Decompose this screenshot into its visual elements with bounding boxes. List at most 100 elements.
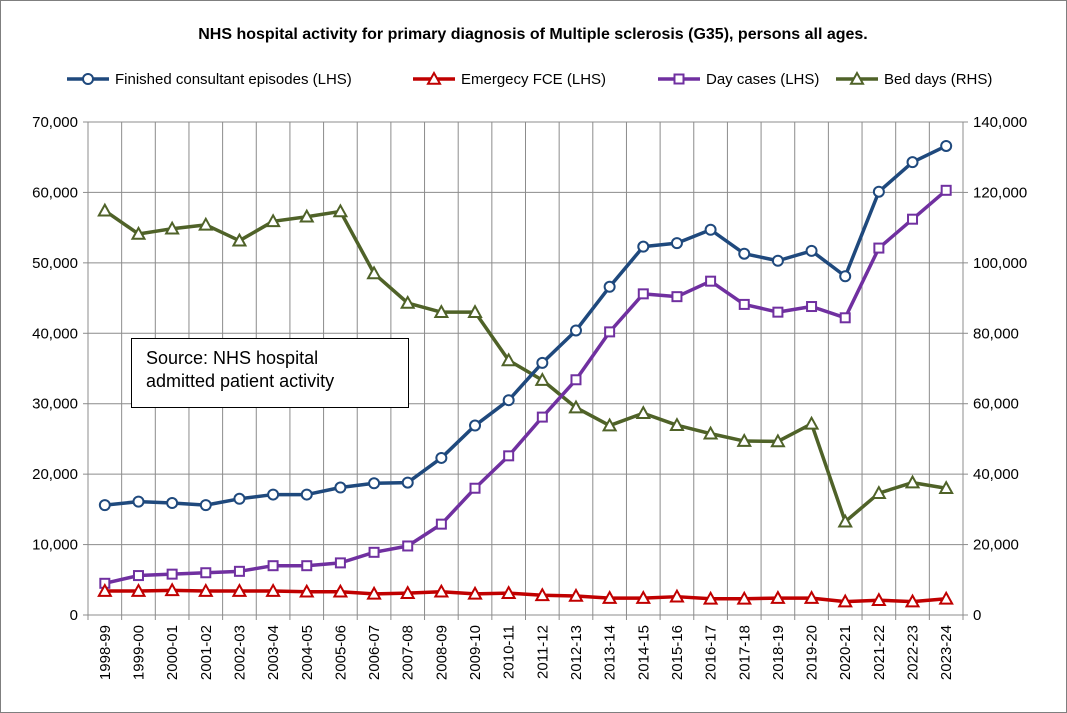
data-point [770,590,786,604]
data-point [803,415,820,430]
x-tick-label: 2000-01 [164,625,181,680]
data-point [736,432,752,447]
data-point [837,593,853,608]
data-point [435,451,448,464]
data-point [301,560,313,572]
x-tick-label: 2020-21 [837,625,854,680]
left-tick-label: 0 [70,607,78,624]
data-point [738,247,751,260]
x-tick-label: 2003-04 [265,625,282,680]
data-point [871,592,887,607]
x-tick-label: 2022-23 [905,625,922,680]
data-point [601,590,618,604]
x-tick-label: 2021-22 [871,625,888,680]
data-point [132,495,145,508]
data-point [130,225,147,240]
data-point [401,476,414,489]
data-point [938,480,954,495]
x-tick-label: 2005-06 [332,625,349,680]
x-tick-label: 2018-19 [770,625,787,680]
data-point [872,185,885,198]
source-annotation: Source: NHS hospital admitted patient ac… [131,338,409,408]
series-layer [97,139,954,608]
data-point [738,298,750,310]
data-point [366,585,382,600]
right-tick-label: 140,000 [973,114,1027,131]
data-point [906,156,919,169]
data-point [534,587,551,602]
data-point [570,374,582,386]
data-point [669,588,685,603]
left-tick-label: 70,000 [32,114,78,131]
data-point [198,216,214,231]
data-point [803,590,820,604]
source-line-2: admitted patient activity [146,371,335,391]
data-point [500,585,517,599]
data-point [839,270,852,283]
x-tick-label: 2019-20 [804,625,821,680]
data-point [907,213,919,225]
x-tick-label: 2009-10 [467,625,484,680]
data-point [940,139,953,152]
left-tick-label: 40,000 [32,325,78,342]
data-point [839,312,851,324]
data-point [368,477,381,490]
data-point [300,488,313,501]
data-point [536,411,548,423]
data-point [604,326,616,338]
data-point [704,223,717,236]
legend-label: Finished consultant episodes (LHS) [115,71,352,88]
data-point [166,568,178,580]
data-point [97,582,113,597]
x-tick-label: 2010-11 [501,625,518,679]
data-point [671,291,683,303]
right-tick-label: 40,000 [973,466,1019,483]
data-point [130,582,147,597]
series-2 [99,184,952,589]
data-point [368,546,380,558]
data-point [332,203,349,218]
data-point [332,583,349,598]
legend-label: Emergecy FCE (LHS) [461,71,606,88]
data-point [132,570,144,582]
data-point [635,590,651,604]
data-point [635,405,651,420]
chart-title: NHS hospital activity for primary diagno… [198,26,868,43]
legend-label: Bed days (RHS) [884,71,992,88]
data-point [402,540,414,552]
data-point [433,583,450,598]
legend-marker [82,73,94,85]
data-point [233,565,245,577]
data-point [435,518,447,530]
series-1 [97,582,954,608]
data-point [568,587,584,602]
data-point [199,499,212,512]
data-point [97,202,113,217]
data-point [736,590,752,605]
right-tick-label: 120,000 [973,184,1027,201]
data-point [164,220,180,235]
data-point [469,419,482,432]
x-tick-label: 2015-16 [669,625,686,680]
data-point [166,497,179,510]
data-point [98,499,111,512]
data-point [637,240,650,253]
legend-marker [673,73,685,85]
data-point [400,294,416,309]
data-point [231,582,248,597]
data-point [467,585,483,600]
x-tick-label: 2004-05 [299,625,316,680]
data-point [334,557,346,569]
left-tick-label: 10,000 [32,537,78,554]
data-point [267,560,279,572]
data-point [772,306,784,318]
left-tick-label: 50,000 [32,255,78,272]
data-point [534,372,551,386]
data-point [770,433,786,448]
data-point [469,482,481,494]
data-point [904,474,921,489]
source-line-1: Source: NHS hospital [146,348,319,368]
data-point [502,394,515,407]
data-point [503,450,515,462]
